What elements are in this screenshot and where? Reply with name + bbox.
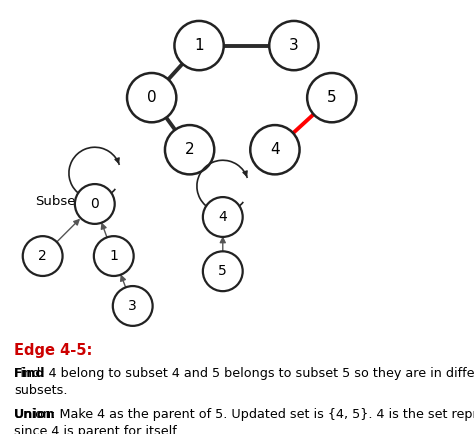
Ellipse shape	[127, 73, 176, 122]
Ellipse shape	[23, 236, 63, 276]
Text: 4: 4	[219, 210, 227, 224]
Text: Find: Find	[14, 367, 46, 380]
Ellipse shape	[165, 125, 214, 174]
Ellipse shape	[269, 21, 319, 70]
Ellipse shape	[94, 236, 134, 276]
Text: 2: 2	[38, 249, 47, 263]
Ellipse shape	[75, 184, 115, 224]
Text: 2: 2	[185, 142, 194, 157]
Text: 1: 1	[109, 249, 118, 263]
Text: Edge 4-5:: Edge 4-5:	[14, 343, 92, 358]
Text: 3: 3	[289, 38, 299, 53]
Ellipse shape	[203, 251, 243, 291]
Text: 0: 0	[147, 90, 156, 105]
Text: Subsets: Subsets	[36, 195, 88, 208]
Text: 5: 5	[327, 90, 337, 105]
Text: 3: 3	[128, 299, 137, 313]
Text: 0: 0	[91, 197, 99, 211]
Text: 4: 4	[270, 142, 280, 157]
Ellipse shape	[174, 21, 224, 70]
Ellipse shape	[113, 286, 153, 326]
Ellipse shape	[203, 197, 243, 237]
Text: Find: 4 belong to subset 4 and 5 belongs to subset 5 so they are in different
su: Find: 4 belong to subset 4 and 5 belongs…	[14, 367, 474, 397]
Text: Union: Make 4 as the parent of 5. Updated set is {4, 5}. 4 is the set representa: Union: Make 4 as the parent of 5. Update…	[14, 408, 474, 434]
Ellipse shape	[250, 125, 300, 174]
Text: 1: 1	[194, 38, 204, 53]
Text: 5: 5	[219, 264, 227, 278]
Ellipse shape	[307, 73, 356, 122]
Text: Union: Union	[14, 408, 56, 421]
